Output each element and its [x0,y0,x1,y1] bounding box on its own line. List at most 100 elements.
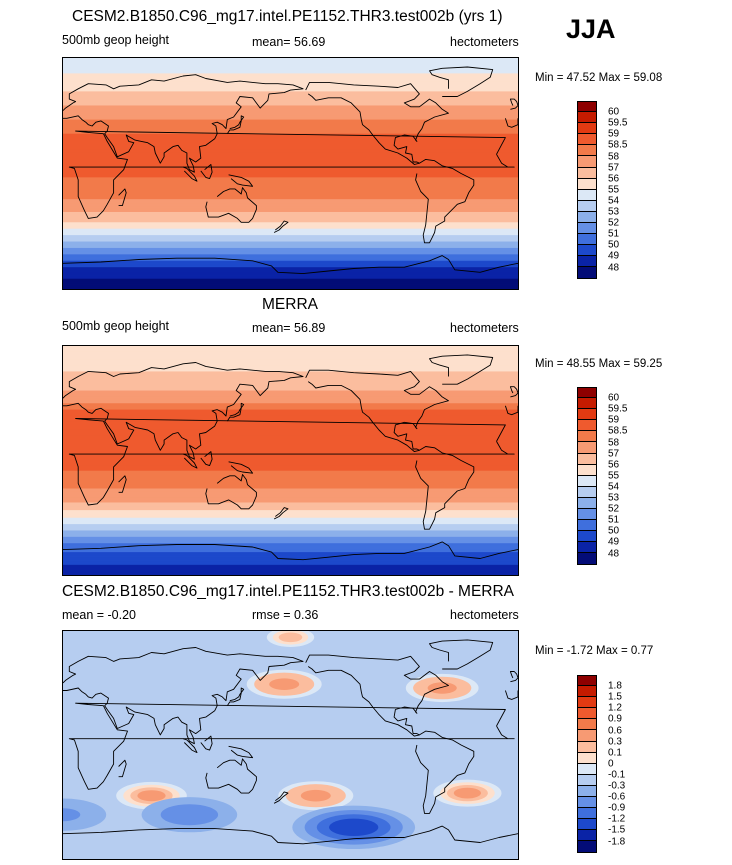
lat-band [63,251,518,254]
colorbar-box [577,200,597,212]
lat-band [63,381,518,384]
lat-band [63,357,518,360]
lat-band [63,526,518,529]
colorbar-label: 49 [608,250,620,262]
colorbar-label: 52 [608,217,620,229]
colorbar-box [577,178,597,190]
lat-band [63,64,518,67]
colorbar-label: -1.5 [608,824,626,836]
lat-band [63,152,518,155]
lat-band [63,569,518,572]
anomaly-contour [329,818,379,836]
lat-band [63,346,518,348]
lat-band [63,170,518,173]
lat-band [63,79,518,82]
colorbar-label: -0.3 [608,780,626,792]
lat-band [63,87,518,90]
colorbar-box [577,763,597,775]
lat-band [63,436,518,439]
lat-band [63,554,518,557]
lat-band [63,404,518,407]
lat-band [63,494,518,497]
anomaly-contour [427,682,457,694]
lat-band [63,60,518,63]
panel3-title: CESM2.B1850.C96_mg17.intel.PE1152.THR3.t… [62,583,515,600]
colorbar-box [577,797,597,809]
lat-band [63,196,518,199]
coastline-6 [429,639,494,670]
lat-band [63,75,518,78]
season-label: JJA [566,14,616,44]
diff-background [63,631,518,859]
lat-band [63,501,518,504]
lat-band [63,543,518,546]
lat-band [63,474,518,477]
anomaly-contour [278,632,303,643]
lat-band [63,135,518,137]
coastline-4 [305,654,449,737]
lat-band [63,204,518,207]
lat-band [63,122,518,125]
lat-band [63,219,518,222]
colorbar-box [577,234,597,246]
colorbar-label: 59 [608,128,620,140]
colorbar-label: -1.2 [608,813,626,825]
lat-band [63,473,518,476]
lat-band [63,429,518,432]
colorbar-box [577,719,597,731]
lat-band [63,280,518,282]
colorbar-label: 55 [608,470,620,482]
lat-band [63,367,518,370]
lat-band [63,400,518,403]
colorbar-box [577,267,597,279]
lat-band [63,446,518,449]
coastline-0 [68,418,515,506]
lat-band [63,499,518,502]
lat-band [63,385,518,388]
lat-band [63,470,518,473]
colorbar-label: 53 [608,206,620,218]
lat-band [63,179,518,182]
lat-band [63,525,518,528]
colorbar-label: 58 [608,151,620,162]
lat-band [63,229,518,232]
lat-band [63,359,518,362]
lat-band [63,521,518,524]
colorbar-label: -0.9 [608,802,626,814]
lat-band [63,545,518,548]
anomaly-blobs [63,631,502,849]
lat-band [63,407,518,409]
panel2-units: hectometers [450,321,519,335]
lat-band [63,566,518,568]
colorbar-label: 56 [608,173,620,185]
lat-band [63,348,518,351]
lat-band [63,427,518,430]
lat-band [63,228,518,231]
colorbar-box [577,464,597,476]
lat-band [63,236,518,239]
colorbar-label: 52 [608,503,620,515]
coastline-3 [205,187,257,223]
lat-band [63,245,518,248]
lat-band [63,176,518,178]
lat-band [63,265,518,268]
lat-band [63,142,518,145]
lat-band [63,73,518,76]
colorbar-label: 51 [608,514,620,526]
lat-band [63,84,518,87]
panel1-units: hectometers [450,35,519,49]
lat-band [63,278,518,281]
lat-band [63,435,518,437]
lat-band [63,433,518,436]
lat-band [63,149,518,151]
lat-band [63,201,518,204]
lat-band [63,365,518,367]
lat-band [63,147,518,150]
lat-band [63,351,518,353]
lat-band [63,534,518,537]
lat-band [63,128,518,131]
panel3-units: hectometers [450,608,519,622]
colorbar-label: 59.5 [608,117,628,129]
anomaly-contour [453,787,481,799]
lat-band [63,438,518,441]
